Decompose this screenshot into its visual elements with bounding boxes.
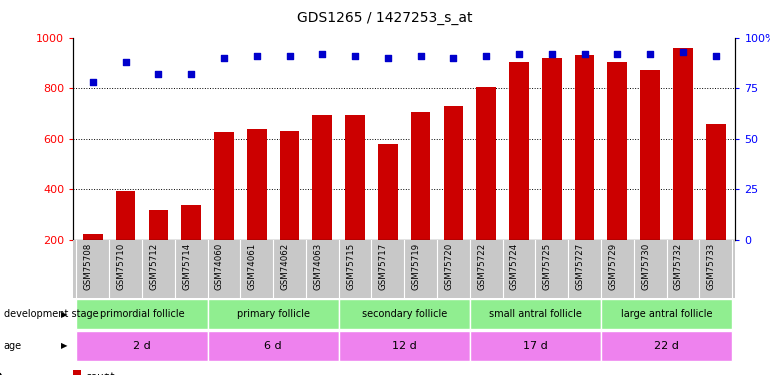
Bar [76,331,208,361]
Text: GSM75724: GSM75724 [510,243,519,290]
Text: GSM75712: GSM75712 [149,243,159,290]
Bar [641,70,660,291]
Bar [73,370,81,375]
Text: GSM75729: GSM75729 [608,243,618,290]
Point [152,71,165,77]
Text: GSM74060: GSM74060 [215,243,224,290]
Bar [574,55,594,291]
Point [185,71,197,77]
Bar [116,190,136,291]
Bar [76,299,208,329]
Text: GSM75732: GSM75732 [674,243,683,290]
Text: 6 d: 6 d [264,341,282,351]
Point [709,53,721,59]
Point [611,51,624,57]
Bar [339,331,470,361]
Text: GSM75717: GSM75717 [379,243,388,290]
Point [414,53,427,59]
Text: GSM75722: GSM75722 [477,243,486,290]
Text: large antral follicle: large antral follicle [621,309,712,319]
Bar [673,48,693,291]
Text: secondary follicle: secondary follicle [362,309,447,319]
Text: ▶: ▶ [62,341,68,350]
Bar [470,299,601,329]
Point [316,51,329,57]
Point [250,53,263,59]
Text: age: age [4,341,22,351]
Text: GSM74063: GSM74063 [313,243,323,290]
Bar [411,112,430,291]
Point [349,53,361,59]
Point [87,79,99,85]
Text: 17 d: 17 d [523,341,547,351]
Point [218,55,230,61]
Bar [345,115,365,291]
Text: GSM75720: GSM75720 [444,243,454,290]
Text: GSM75719: GSM75719 [412,243,420,290]
Bar [542,58,561,291]
Bar [313,115,332,291]
Point [283,53,296,59]
Bar [444,106,464,291]
Point [119,59,132,65]
Bar [378,144,397,291]
Text: GSM75714: GSM75714 [182,243,191,290]
Point [447,55,460,61]
Text: GSM75725: GSM75725 [543,243,552,290]
Point [382,55,394,61]
Bar [339,299,470,329]
Text: GSM75715: GSM75715 [346,243,355,290]
Point [578,51,591,57]
Point [677,49,689,55]
Bar [608,62,628,291]
Bar [208,299,339,329]
Bar [208,331,339,361]
Text: GSM75710: GSM75710 [116,243,126,290]
Bar [706,124,725,291]
Text: 22 d: 22 d [654,341,679,351]
Bar [247,129,266,291]
Point [546,51,558,57]
Bar [509,62,529,291]
Text: development stage: development stage [4,309,99,319]
Text: GSM75733: GSM75733 [707,243,715,290]
Text: count: count [85,372,115,375]
Bar [214,132,234,291]
Point [513,51,525,57]
Bar [280,131,300,291]
Text: 2 d: 2 d [133,341,151,351]
Text: ▶: ▶ [62,310,68,319]
Bar [83,234,102,291]
Text: GDS1265 / 1427253_s_at: GDS1265 / 1427253_s_at [297,11,473,25]
Point [480,53,492,59]
Bar [470,331,601,361]
Bar [181,205,201,291]
Text: primary follicle: primary follicle [236,309,310,319]
Text: GSM74061: GSM74061 [248,243,256,290]
Text: small antral follicle: small antral follicle [489,309,582,319]
Point [644,51,656,57]
Text: GSM75727: GSM75727 [575,243,584,290]
Text: GSM75730: GSM75730 [641,243,650,290]
Text: GSM74062: GSM74062 [280,243,290,290]
Bar [477,87,496,291]
Bar [601,299,732,329]
Text: count: count [73,373,109,375]
Bar [601,331,732,361]
Text: GSM75708: GSM75708 [84,243,93,290]
Text: primordial follicle: primordial follicle [99,309,184,319]
Text: 12 d: 12 d [392,341,417,351]
Bar [149,210,168,291]
